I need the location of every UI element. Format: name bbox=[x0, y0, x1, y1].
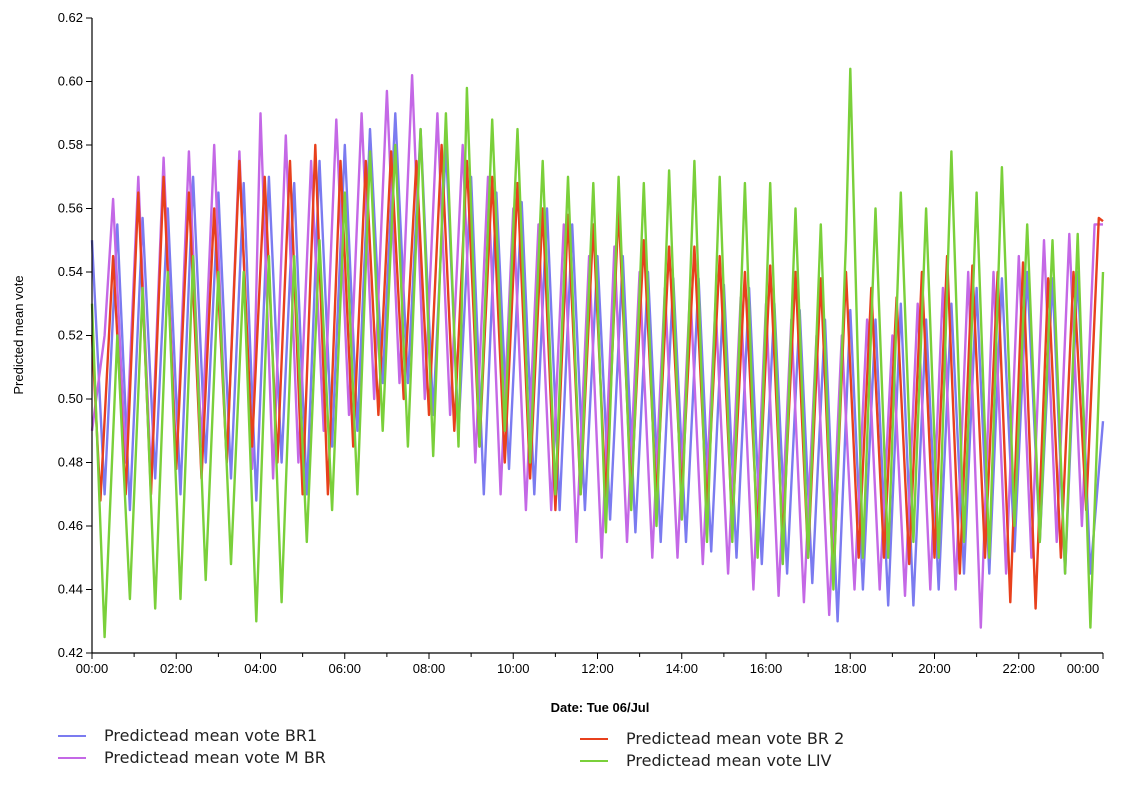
x-tick-label: 12:00 bbox=[581, 661, 614, 676]
y-tick-label: 0.52 bbox=[58, 328, 83, 343]
x-tick-label: 14:00 bbox=[665, 661, 698, 676]
legend-item-liv: Predictead mean vote LIV bbox=[580, 751, 832, 770]
legend-label-liv: Predictead mean vote LIV bbox=[626, 751, 832, 770]
y-tick-label: 0.44 bbox=[58, 582, 83, 597]
legend-swatch-mbr bbox=[58, 756, 86, 759]
legend-label-br1: Predictead mean vote BR1 bbox=[104, 726, 318, 745]
x-tick-label: 10:00 bbox=[497, 661, 530, 676]
series-line-2 bbox=[90, 143, 1104, 610]
series-line-1 bbox=[90, 74, 1103, 629]
y-tick-label: 0.50 bbox=[58, 391, 83, 406]
legend-label-mbr: Predictead mean vote M BR bbox=[104, 748, 326, 767]
legend-item-mbr: Predictead mean vote M BR bbox=[58, 748, 326, 767]
x-tick-label: 18:00 bbox=[834, 661, 867, 676]
y-tick-label: 0.48 bbox=[58, 455, 83, 470]
series-line-3 bbox=[90, 67, 1105, 639]
x-tick-label: 02:00 bbox=[160, 661, 193, 676]
x-tick-label: 00:00 bbox=[76, 661, 109, 676]
x-tick-label: 00:00 bbox=[1067, 661, 1100, 676]
x-tick-label: 22:00 bbox=[1002, 661, 1035, 676]
x-tick-label: 20:00 bbox=[918, 661, 951, 676]
chart: 0.42 0.44 0.46 0.48 0.50 0.52 0.54 0.56 0.58 0.60… bbox=[11, 10, 1105, 715]
y-tick-label: 0.60 bbox=[58, 74, 83, 89]
x-axis-title: Date: Tue 06/Jul bbox=[551, 700, 650, 715]
x-tick-label: 06:00 bbox=[328, 661, 361, 676]
x-tick-label: 16:00 bbox=[750, 661, 783, 676]
y-tick-label: 0.56 bbox=[58, 201, 83, 216]
legend-label-br2: Predictead mean vote BR 2 bbox=[626, 729, 845, 748]
legend-swatch-br1 bbox=[58, 734, 86, 737]
x-tick-label: 08:00 bbox=[413, 661, 446, 676]
y-axis-title: Predicted mean vote bbox=[11, 275, 26, 394]
y-tick-label: 0.42 bbox=[58, 645, 83, 660]
y-tick-label: 0.46 bbox=[58, 518, 83, 533]
x-ticks: 00:00 02:00 04:00 06:00 08:00 10:00 12:00 14:00… bbox=[76, 653, 1104, 676]
legend-item-br2: Predictead mean vote BR 2 bbox=[580, 729, 844, 748]
x-tick-label: 04:00 bbox=[244, 661, 277, 676]
y-tick-label: 0.58 bbox=[58, 137, 83, 152]
y-tick-label: 0.54 bbox=[58, 264, 83, 279]
legend-item-br1: Predictead mean vote BR1 bbox=[58, 726, 317, 745]
legend-swatch-br2 bbox=[580, 737, 608, 740]
y-tick-label: 0.62 bbox=[58, 10, 83, 25]
plot-lines bbox=[90, 67, 1105, 639]
legend-swatch-liv bbox=[580, 759, 608, 762]
y-ticks: 0.42 0.44 0.46 0.48 0.50 0.52 0.54 0.56 0.58 0.60… bbox=[58, 10, 92, 660]
legend: Predictead mean vote BR1 Predictead mean… bbox=[0, 718, 1131, 798]
